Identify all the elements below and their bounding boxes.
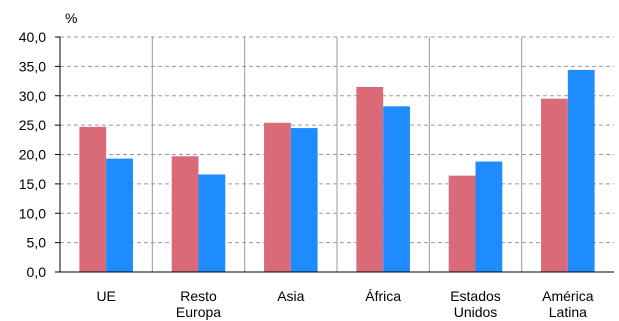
x-category-label: UE xyxy=(96,288,115,304)
x-category-label: Unidos xyxy=(454,304,498,320)
y-tick-label: 0,0 xyxy=(27,264,47,280)
bar-series-2 xyxy=(475,161,503,272)
bar-series-2 xyxy=(290,128,318,272)
x-category-label: Latina xyxy=(549,304,587,320)
bars-layer xyxy=(79,69,595,273)
y-tick-label: 15,0 xyxy=(19,176,46,192)
bar-series-1 xyxy=(541,98,568,272)
bar-series-1 xyxy=(79,126,107,272)
y-tick-label: 20,0 xyxy=(19,147,46,163)
bar-series-2 xyxy=(106,158,133,272)
x-category-label: América xyxy=(542,288,594,304)
x-category-label: África xyxy=(365,288,401,304)
bar-series-1 xyxy=(264,122,291,273)
bar-series-2 xyxy=(198,174,226,272)
x-category-label: Resto xyxy=(180,288,217,304)
y-tick-label: 10,0 xyxy=(19,205,46,221)
y-tick-label: 5,0 xyxy=(27,235,47,251)
y-tick-label: 30,0 xyxy=(19,88,46,104)
grid-layer xyxy=(60,36,614,272)
bar-series-2 xyxy=(383,106,410,272)
x-category-label: Estados xyxy=(450,288,501,304)
axis-layer xyxy=(55,36,614,273)
y-axis-unit-label: % xyxy=(65,10,77,26)
x-category-label: Asia xyxy=(277,288,304,304)
bar-series-1 xyxy=(356,86,384,272)
bar-series-1 xyxy=(448,175,476,272)
y-tick-label: 25,0 xyxy=(19,117,46,133)
x-category-label: Europa xyxy=(176,304,221,320)
y-tick-label: 40,0 xyxy=(19,29,46,45)
bar-series-2 xyxy=(567,69,595,273)
labels-layer: 0,0 5,0 10,0 15,0 20,0 25,0 30,0 35,0 40,0 UE Rest… xyxy=(19,29,594,320)
bar-series-1 xyxy=(171,156,199,272)
y-tick-label: 35,0 xyxy=(19,58,46,74)
